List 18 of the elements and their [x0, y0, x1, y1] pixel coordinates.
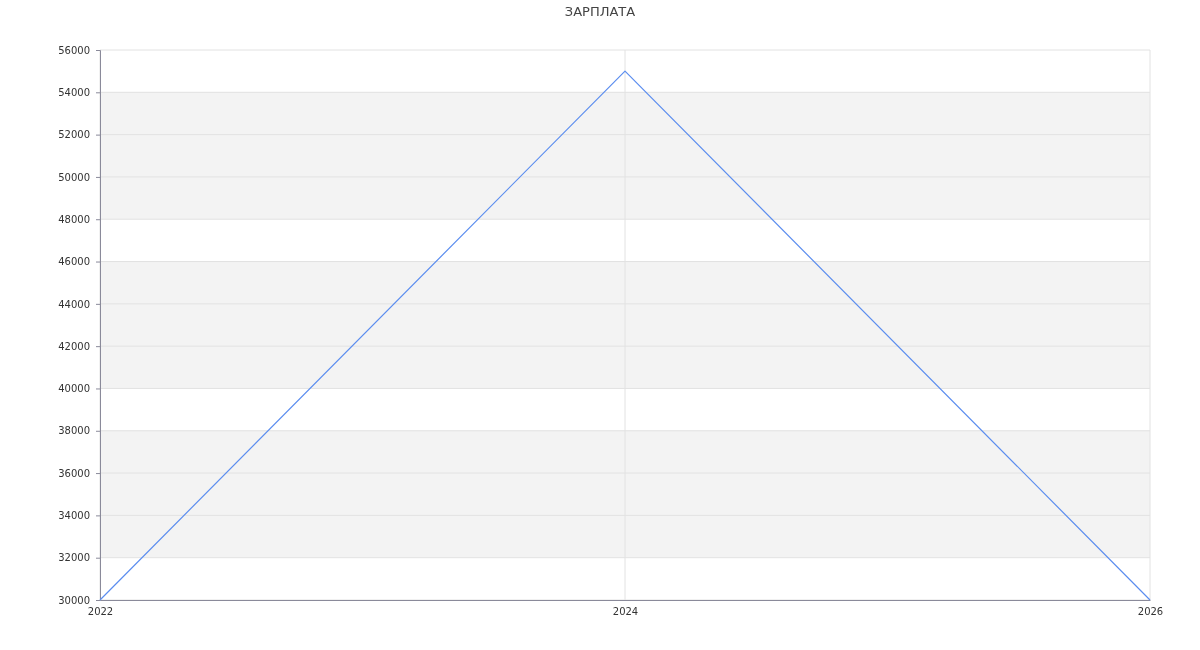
y-tick-label: 48000	[58, 213, 90, 225]
y-tick-label: 38000	[58, 425, 90, 437]
y-tick-label: 42000	[58, 340, 90, 352]
x-tick-label: 2024	[612, 606, 639, 618]
y-tick-label: 36000	[58, 467, 90, 479]
chart-title: ЗАРПЛАТА	[564, 4, 636, 19]
x-tick-label: 2026	[1137, 606, 1164, 618]
y-tick-label: 40000	[58, 383, 90, 395]
x-tick-label: 2022	[87, 606, 114, 618]
y-tick-label: 32000	[58, 552, 90, 564]
y-tick-label: 46000	[58, 256, 90, 268]
y-tick-label: 56000	[58, 44, 90, 56]
y-tick-label: 54000	[58, 87, 90, 99]
y-tick-label: 30000	[58, 594, 90, 606]
y-tick-label: 52000	[58, 129, 90, 141]
y-tick-label: 34000	[58, 510, 90, 522]
y-tick-label: 44000	[58, 298, 90, 310]
y-tick-label: 50000	[58, 171, 90, 183]
